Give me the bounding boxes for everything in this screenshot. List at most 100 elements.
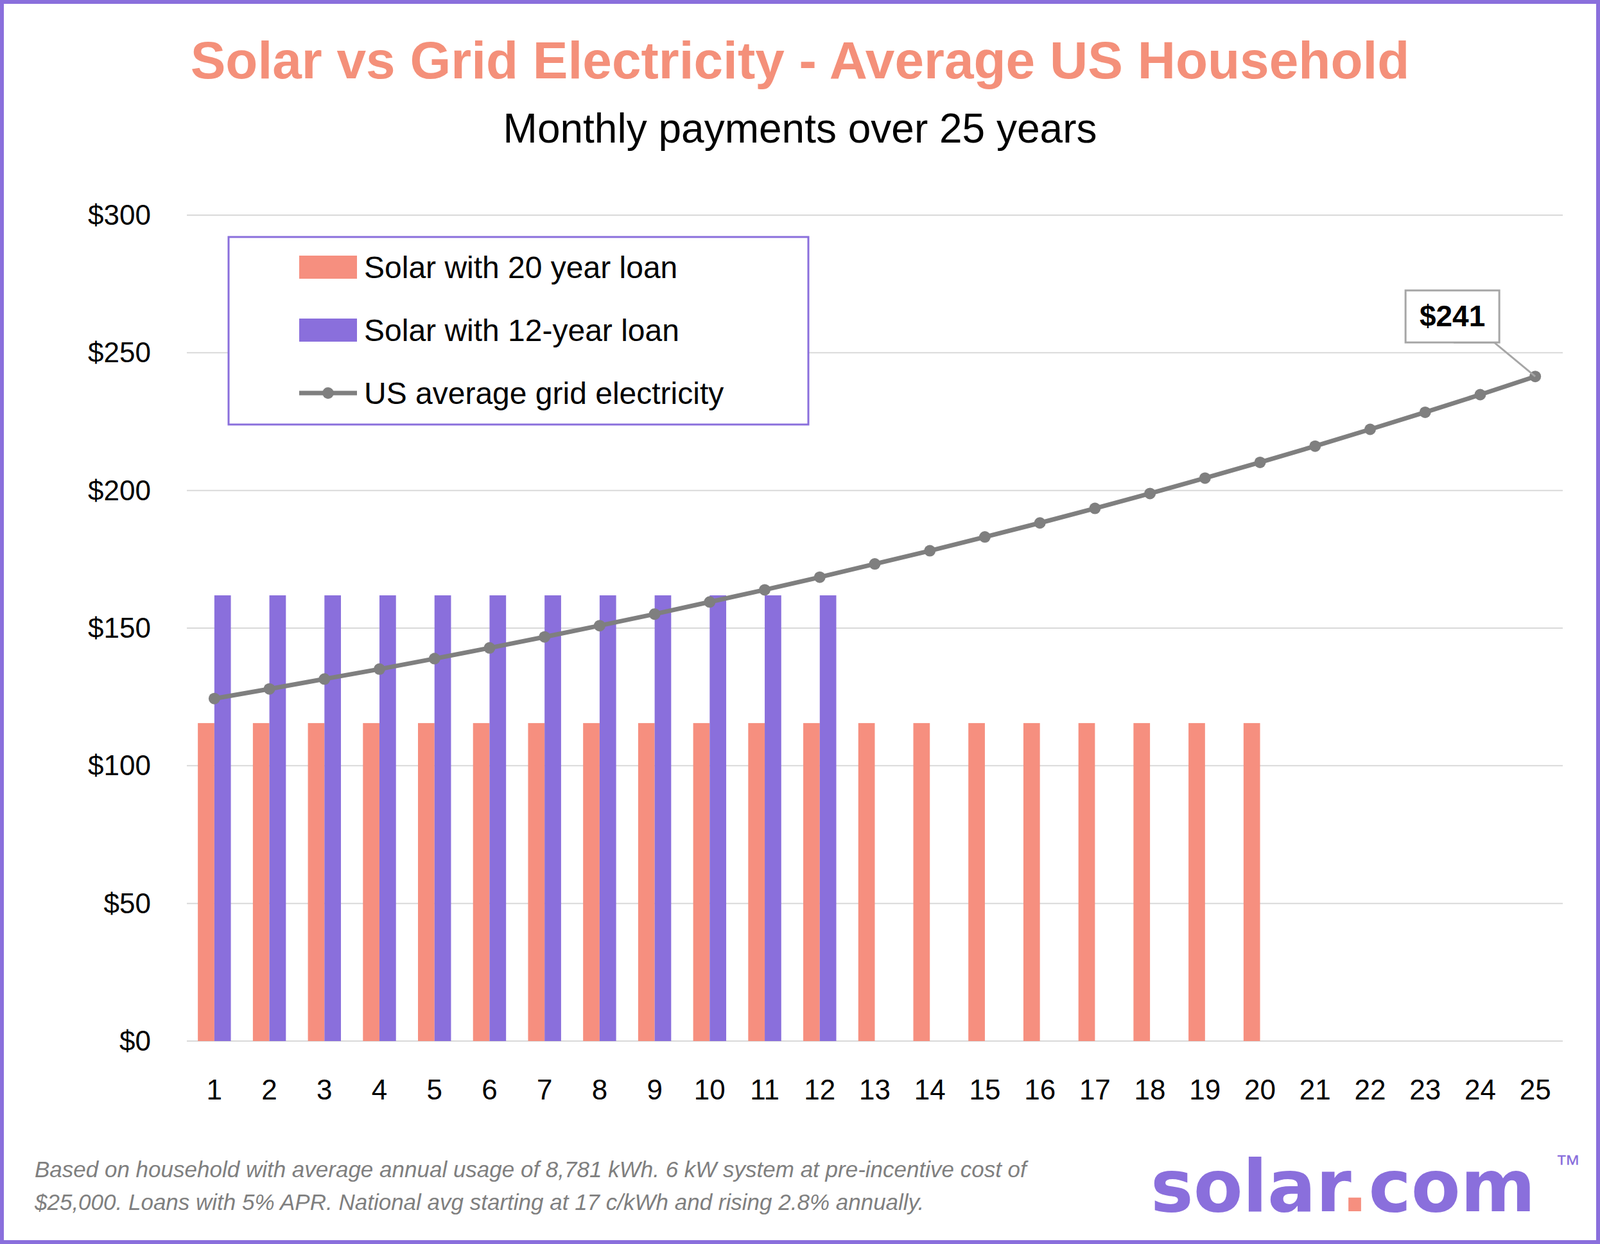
- legend-label: Solar with 12-year loan: [364, 313, 680, 348]
- annotation-leader: [1453, 342, 1536, 377]
- x-tick-label: 15: [968, 1073, 1001, 1105]
- marker: [1474, 388, 1486, 400]
- y-tick-label: $50: [104, 887, 151, 919]
- bar: [1023, 722, 1041, 1041]
- bar: [417, 722, 435, 1041]
- x-tick-label: 23: [1409, 1073, 1441, 1105]
- x-tick-label: 8: [591, 1073, 608, 1105]
- legend-swatch: [299, 255, 357, 279]
- marker: [373, 663, 386, 675]
- bar: [214, 595, 232, 1041]
- x-tick-label: 19: [1189, 1073, 1221, 1105]
- bar: [582, 722, 600, 1041]
- x-axis: 1234567891011121314151617181920212223242…: [206, 1073, 1552, 1105]
- bar: [379, 595, 397, 1041]
- bar: [1133, 722, 1150, 1041]
- bar: [324, 595, 341, 1041]
- x-tick-label: 3: [316, 1073, 332, 1105]
- bar: [489, 595, 506, 1041]
- x-tick-label: 16: [1024, 1073, 1056, 1105]
- logo-part: .: [1341, 1144, 1369, 1228]
- bar: [1188, 722, 1206, 1041]
- y-tick-label: $200: [87, 474, 151, 506]
- marker: [593, 619, 606, 632]
- marker: [1144, 487, 1156, 499]
- logo-part: com: [1368, 1144, 1536, 1228]
- marker: [703, 595, 716, 608]
- logo: solar.com: [1150, 1144, 1536, 1228]
- bar: [747, 722, 765, 1041]
- bar: [599, 595, 617, 1041]
- x-tick-label: 22: [1354, 1073, 1387, 1105]
- footnote: $25,000. Loans with 5% APR. National avg…: [34, 1189, 924, 1215]
- bar: [269, 595, 287, 1041]
- annotation-label: $241: [1419, 299, 1486, 333]
- subtitle: Monthly payments over 25 years: [503, 105, 1098, 152]
- x-tick-label: 7: [536, 1073, 553, 1105]
- logo-part: solar: [1150, 1144, 1352, 1228]
- grid-line: [186, 489, 1563, 492]
- y-tick-label: $150: [87, 611, 151, 644]
- x-tick-label: 18: [1134, 1073, 1166, 1105]
- x-tick-label: 9: [646, 1073, 662, 1105]
- x-tick-label: 17: [1079, 1073, 1111, 1105]
- marker: [814, 571, 826, 583]
- legend-swatch: [299, 318, 357, 342]
- marker: [1034, 516, 1046, 529]
- bar: [693, 722, 711, 1041]
- bar: [803, 722, 820, 1041]
- bar: [197, 722, 215, 1041]
- bar: [308, 722, 325, 1041]
- legend-box: [228, 236, 809, 425]
- marker: [1419, 406, 1432, 418]
- x-tick-label: 21: [1299, 1073, 1331, 1105]
- bar-series: [197, 722, 1260, 1041]
- bar-series: [214, 595, 837, 1041]
- marker: [923, 545, 936, 557]
- bar: [638, 722, 655, 1041]
- bar: [913, 722, 931, 1041]
- x-tick-label: 4: [371, 1073, 388, 1105]
- bar: [764, 595, 782, 1041]
- bar: [473, 722, 490, 1041]
- marker: [1309, 440, 1321, 453]
- marker: [1254, 456, 1267, 469]
- marker: [1199, 471, 1211, 484]
- chart: Solar vs Grid Electricity - Average US H…: [0, 0, 1600, 1244]
- bar: [858, 722, 876, 1041]
- bar: [362, 722, 380, 1041]
- x-tick-label: 10: [694, 1073, 726, 1105]
- x-tick-label: 25: [1519, 1073, 1552, 1105]
- marker: [1364, 423, 1376, 436]
- footnote: Based on household with average annual u…: [34, 1156, 1029, 1182]
- x-tick-label: 6: [481, 1073, 497, 1105]
- marker: [208, 692, 221, 705]
- y-tick-label: $300: [87, 199, 151, 231]
- x-tick-label: 24: [1464, 1073, 1496, 1105]
- logo-mark: ™: [1555, 1149, 1581, 1178]
- annotation-box: [1405, 290, 1500, 343]
- marker: [263, 683, 276, 695]
- y-tick-label: $250: [87, 336, 151, 368]
- legend-marker: [322, 387, 334, 399]
- frame: [1, 1, 1599, 1242]
- x-tick-label: 20: [1244, 1073, 1276, 1105]
- x-tick-label: 13: [859, 1073, 891, 1105]
- marker: [649, 608, 661, 620]
- y-tick-label: $0: [119, 1024, 151, 1057]
- bar: [709, 595, 727, 1041]
- bar: [1243, 722, 1261, 1041]
- bar: [968, 722, 985, 1041]
- x-tick-label: 11: [749, 1073, 780, 1105]
- x-tick-label: 14: [914, 1073, 946, 1105]
- marker: [483, 642, 496, 654]
- annotation: $241: [1405, 290, 1536, 377]
- title: Solar vs Grid Electricity - Average US H…: [190, 30, 1410, 90]
- marker: [1088, 502, 1101, 515]
- legend: Solar with 20 year loanSolar with 12-yea…: [228, 236, 809, 425]
- marker: [758, 583, 771, 596]
- bar: [819, 595, 837, 1041]
- bar: [654, 595, 672, 1041]
- marker: [428, 652, 441, 665]
- x-tick-label: 1: [206, 1073, 223, 1105]
